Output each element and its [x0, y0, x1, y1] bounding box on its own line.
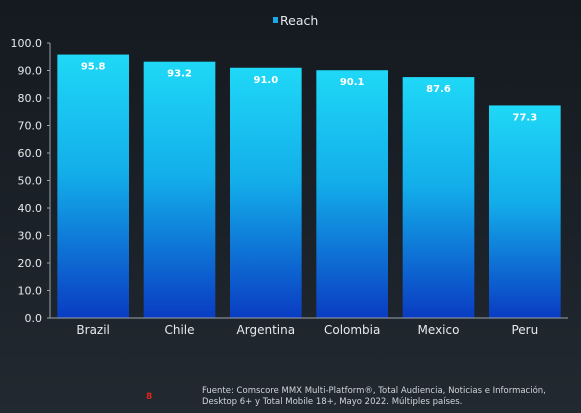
y-tick-label: 10.0 [18, 285, 43, 298]
bar-value-label: 95.8 [81, 62, 106, 73]
x-tick-label: Chile [164, 323, 194, 337]
source-note: Fuente: Comscore MMX Multi-Platform®, To… [202, 386, 546, 407]
y-tick-label: 0.0 [25, 312, 43, 325]
y-tick-label: 20.0 [18, 257, 43, 270]
bars-group: 95.8 93.2 91.0 90.1 87.6 77.3 [57, 54, 561, 319]
page-number: 8 [146, 392, 153, 402]
bar-value-label: 90.1 [340, 77, 365, 88]
x-tick-label: Peru [511, 323, 538, 337]
bar-value-label: 77.3 [512, 112, 537, 123]
bar-chile [143, 61, 216, 318]
x-tick-label: Argentina [237, 323, 296, 337]
y-tick-label: 40.0 [18, 202, 43, 215]
y-tick-label: 100.0 [11, 37, 43, 50]
bar-argentina [230, 67, 302, 318]
bar-mexico [402, 77, 475, 318]
y-tick-label: 30.0 [18, 230, 43, 243]
bar-brazil [57, 54, 129, 319]
chart-legend: Reach [273, 13, 318, 28]
bar-value-label: 93.2 [167, 69, 192, 80]
y-axis: 0.0 10.0 20.0 30.0 40.0 50.0 60.0 70.0 80.0 90.0 1… [11, 37, 51, 325]
y-tick-label: 80.0 [18, 92, 43, 105]
bar-value-label: 87.6 [426, 84, 451, 95]
y-tick-label: 50.0 [18, 175, 43, 188]
bar-value-label: 91.0 [253, 75, 278, 86]
x-tick-label: Brazil [76, 323, 110, 337]
legend-label: Reach [280, 13, 318, 28]
y-tick-label: 60.0 [18, 147, 43, 160]
y-tick-label: 90.0 [18, 65, 43, 78]
y-tick-label: 70.0 [18, 120, 43, 133]
bar-colombia [316, 70, 388, 318]
bar-peru [489, 105, 561, 318]
x-tick-label: Colombia [324, 323, 380, 337]
x-axis: Brazil Chile Argentina Colombia Mexico Peru [50, 317, 568, 337]
x-tick-label: Mexico [418, 323, 460, 337]
legend-marker [273, 17, 278, 23]
